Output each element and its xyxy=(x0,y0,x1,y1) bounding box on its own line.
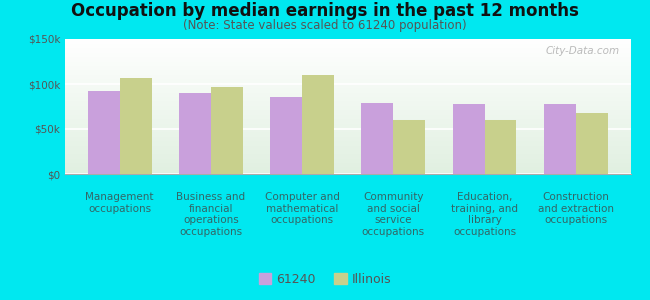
Text: Education,
training, and
library
occupations: Education, training, and library occupat… xyxy=(451,192,518,237)
Bar xyxy=(270,97,302,174)
Text: Construction
and extraction
occupations: Construction and extraction occupations xyxy=(538,192,614,225)
Text: Business and
financial
operations
occupations: Business and financial operations occupa… xyxy=(176,192,246,237)
Text: Computer and
mathematical
occupations: Computer and mathematical occupations xyxy=(265,192,339,225)
Bar xyxy=(88,91,120,174)
Bar xyxy=(544,104,576,174)
Text: City-Data.com: City-Data.com xyxy=(545,46,619,56)
Bar xyxy=(120,78,151,174)
Bar xyxy=(484,120,517,174)
Text: Occupation by median earnings in the past 12 months: Occupation by median earnings in the pas… xyxy=(71,2,579,20)
Text: (Note: State values scaled to 61240 population): (Note: State values scaled to 61240 popu… xyxy=(183,20,467,32)
Bar xyxy=(302,75,334,174)
Bar xyxy=(452,104,484,174)
Bar xyxy=(576,113,608,174)
Bar xyxy=(211,87,243,174)
Bar xyxy=(393,120,425,174)
Text: Management
occupations: Management occupations xyxy=(86,192,154,214)
Bar xyxy=(361,103,393,174)
Text: Community
and social
service
occupations: Community and social service occupations xyxy=(362,192,425,237)
Legend: 61240, Illinois: 61240, Illinois xyxy=(254,268,396,291)
Bar xyxy=(179,93,211,174)
